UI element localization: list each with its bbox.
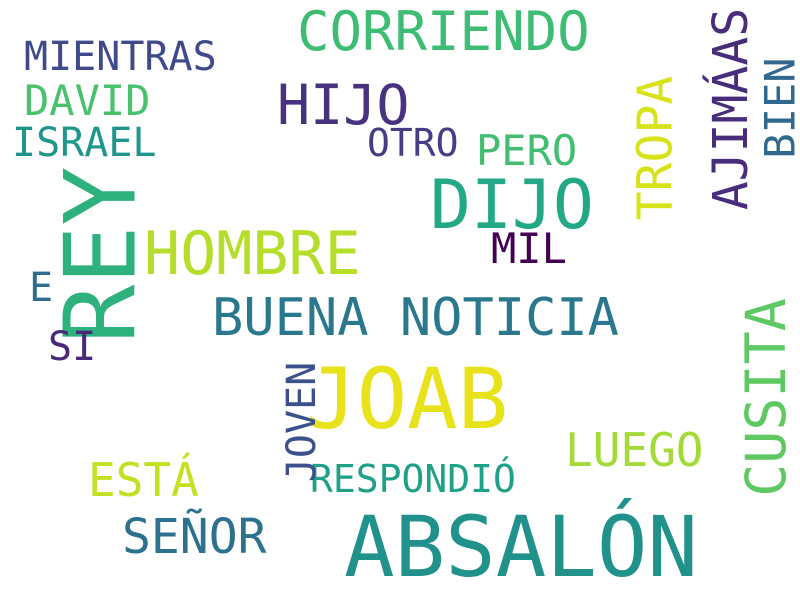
word-pero: PERO	[476, 126, 578, 175]
word-mientras: MIENTRAS	[24, 34, 217, 80]
word-senor: SEÑOR	[122, 509, 267, 565]
word-rey: REY	[44, 166, 159, 344]
word-bien: BIEN	[755, 57, 800, 159]
word-luego: LUEGO	[565, 423, 704, 477]
word-respondio: RESPONDIÓ	[310, 457, 516, 501]
word-e: E	[29, 265, 54, 311]
word-dijo: DIJO	[430, 166, 594, 245]
word-david: DAVID	[24, 76, 151, 125]
word-joven: JOVEN	[279, 361, 326, 483]
word-buena-noticia: BUENA NOTICIA	[212, 288, 619, 348]
word-tropa: TROPA	[627, 75, 684, 221]
word-israel: ISRAEL	[12, 120, 157, 166]
word-absalon: ABSALÓN	[344, 498, 699, 596]
word-si: SI	[48, 324, 97, 370]
word-cusita: CUSITA	[733, 298, 798, 497]
word-hombre: HOMBRE	[144, 219, 361, 289]
word-esta: ESTÁ	[88, 453, 199, 507]
word-ajimaas: AJIMÁAS	[703, 7, 760, 211]
word-joab: JOAB	[306, 350, 509, 448]
word-otro: OTRO	[367, 121, 459, 165]
word-corriendo: CORRIENDO	[297, 0, 590, 63]
word-mil: MIL	[491, 224, 567, 273]
word-hijo: HIJO	[277, 73, 410, 137]
